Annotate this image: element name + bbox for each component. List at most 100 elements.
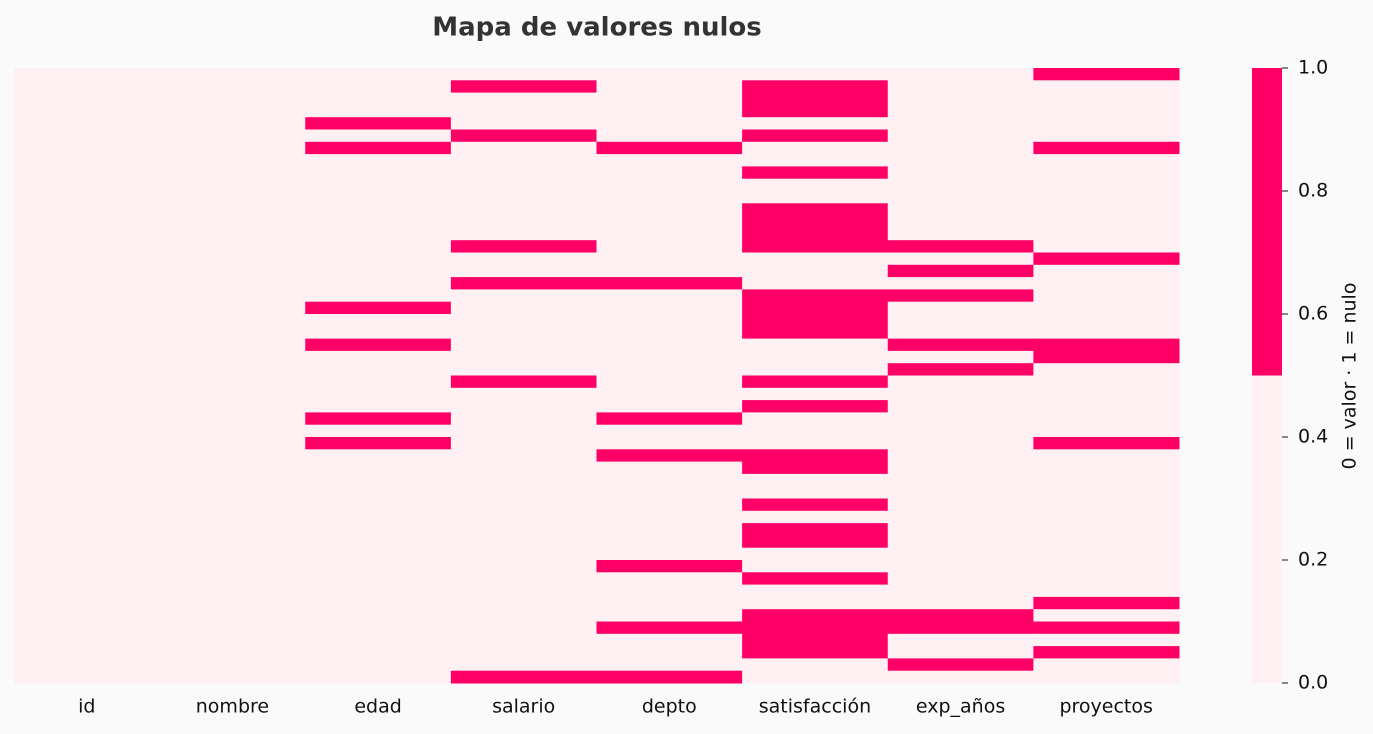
heatmap-cell	[742, 658, 889, 672]
heatmap-cell	[450, 154, 597, 167]
heatmap-cell	[596, 572, 743, 586]
heatmap-cell	[1033, 117, 1180, 130]
heatmap-cell	[159, 314, 306, 327]
heatmap-cell	[305, 203, 452, 217]
heatmap-cell	[159, 437, 306, 450]
heatmap-cell	[159, 510, 306, 524]
heatmap-cell	[596, 178, 743, 192]
heatmap-cell	[1033, 141, 1180, 155]
heatmap-cell	[1033, 350, 1180, 364]
heatmap-cell	[450, 252, 597, 266]
heatmap-cell	[596, 80, 743, 94]
heatmap-cell	[450, 363, 597, 376]
heatmap-cell	[596, 646, 743, 659]
heatmap-cell	[742, 92, 889, 106]
heatmap-cell	[159, 498, 306, 512]
heatmap-cell	[14, 166, 161, 180]
heatmap-cell	[1033, 424, 1180, 438]
heatmap-cell	[450, 178, 597, 192]
heatmap-cell	[596, 437, 743, 450]
heatmap-cell	[14, 596, 161, 610]
heatmap-cell	[596, 117, 743, 130]
heatmap-cell	[14, 252, 161, 266]
heatmap-cell	[596, 154, 743, 167]
heatmap-cell	[450, 289, 597, 303]
heatmap-cell	[14, 437, 161, 450]
heatmap-cell	[887, 572, 1034, 586]
heatmap-cell	[305, 104, 452, 118]
heatmap-cell	[305, 473, 452, 487]
heatmap-cell	[14, 400, 161, 413]
heatmap-cell	[14, 633, 161, 647]
heatmap-cell	[887, 338, 1034, 352]
heatmap-cell	[887, 547, 1034, 561]
heatmap-cell	[1033, 289, 1180, 303]
heatmap-cell	[742, 203, 889, 217]
heatmap-cell	[14, 289, 161, 303]
heatmap-cell	[1033, 449, 1180, 463]
heatmap-cell	[887, 658, 1034, 672]
heatmap-cell	[742, 510, 889, 524]
heatmap-cell	[1033, 301, 1180, 315]
heatmap-cell	[159, 658, 306, 672]
heatmap-cell	[305, 252, 452, 266]
heatmap-cell	[596, 375, 743, 389]
heatmap-cell	[1033, 523, 1180, 536]
heatmap-cell	[305, 178, 452, 192]
heatmap-cell	[742, 596, 889, 610]
heatmap-cell	[1033, 252, 1180, 266]
heatmap-cell	[742, 129, 889, 143]
heatmap-cell	[1033, 387, 1180, 401]
heatmap-cell	[305, 670, 452, 684]
heatmap-cell	[450, 596, 597, 610]
heatmap-cell	[742, 191, 889, 204]
heatmap-cell	[305, 400, 452, 413]
heatmap-cell	[450, 400, 597, 413]
heatmap-cell	[887, 375, 1034, 389]
heatmap-cell	[596, 486, 743, 499]
heatmap-cell	[742, 154, 889, 167]
heatmap-cell	[159, 572, 306, 586]
x-tick-label: id	[78, 696, 95, 718]
heatmap-cell	[1033, 227, 1180, 241]
heatmap-cell	[305, 154, 452, 167]
heatmap-cell	[159, 621, 306, 635]
heatmap-cell	[1033, 498, 1180, 512]
heatmap-cell	[1033, 596, 1180, 610]
heatmap-cell	[450, 80, 597, 94]
heatmap-cell	[596, 252, 743, 266]
heatmap-cell	[742, 523, 889, 536]
heatmap-cell	[887, 68, 1034, 81]
heatmap-cell	[887, 670, 1034, 684]
heatmap-cell	[305, 129, 452, 143]
heatmap-cell	[14, 350, 161, 364]
heatmap-cell	[450, 621, 597, 635]
heatmap-cell	[742, 375, 889, 389]
heatmap-cell	[596, 387, 743, 401]
heatmap-cell	[14, 104, 161, 118]
heatmap-cell	[159, 178, 306, 192]
heatmap-cell	[596, 166, 743, 180]
heatmap-cell	[596, 473, 743, 487]
heatmap-cell	[742, 535, 889, 549]
heatmap-cell	[159, 154, 306, 167]
heatmap-cell	[450, 547, 597, 561]
heatmap-cell	[305, 117, 452, 130]
heatmap-cell	[450, 633, 597, 647]
heatmap-cell	[596, 301, 743, 315]
heatmap-cell	[305, 547, 452, 561]
heatmap-cell	[596, 203, 743, 217]
heatmap-cell	[742, 486, 889, 499]
heatmap-cell	[742, 338, 889, 352]
heatmap-cell	[742, 117, 889, 130]
heatmap-cell	[596, 510, 743, 524]
heatmap-cell	[1033, 215, 1180, 229]
heatmap-cell	[305, 277, 452, 290]
heatmap-cell	[305, 363, 452, 376]
heatmap-cell	[887, 301, 1034, 315]
heatmap-cell	[742, 584, 889, 598]
heatmap-cell	[159, 473, 306, 487]
heatmap-cell	[1033, 277, 1180, 290]
